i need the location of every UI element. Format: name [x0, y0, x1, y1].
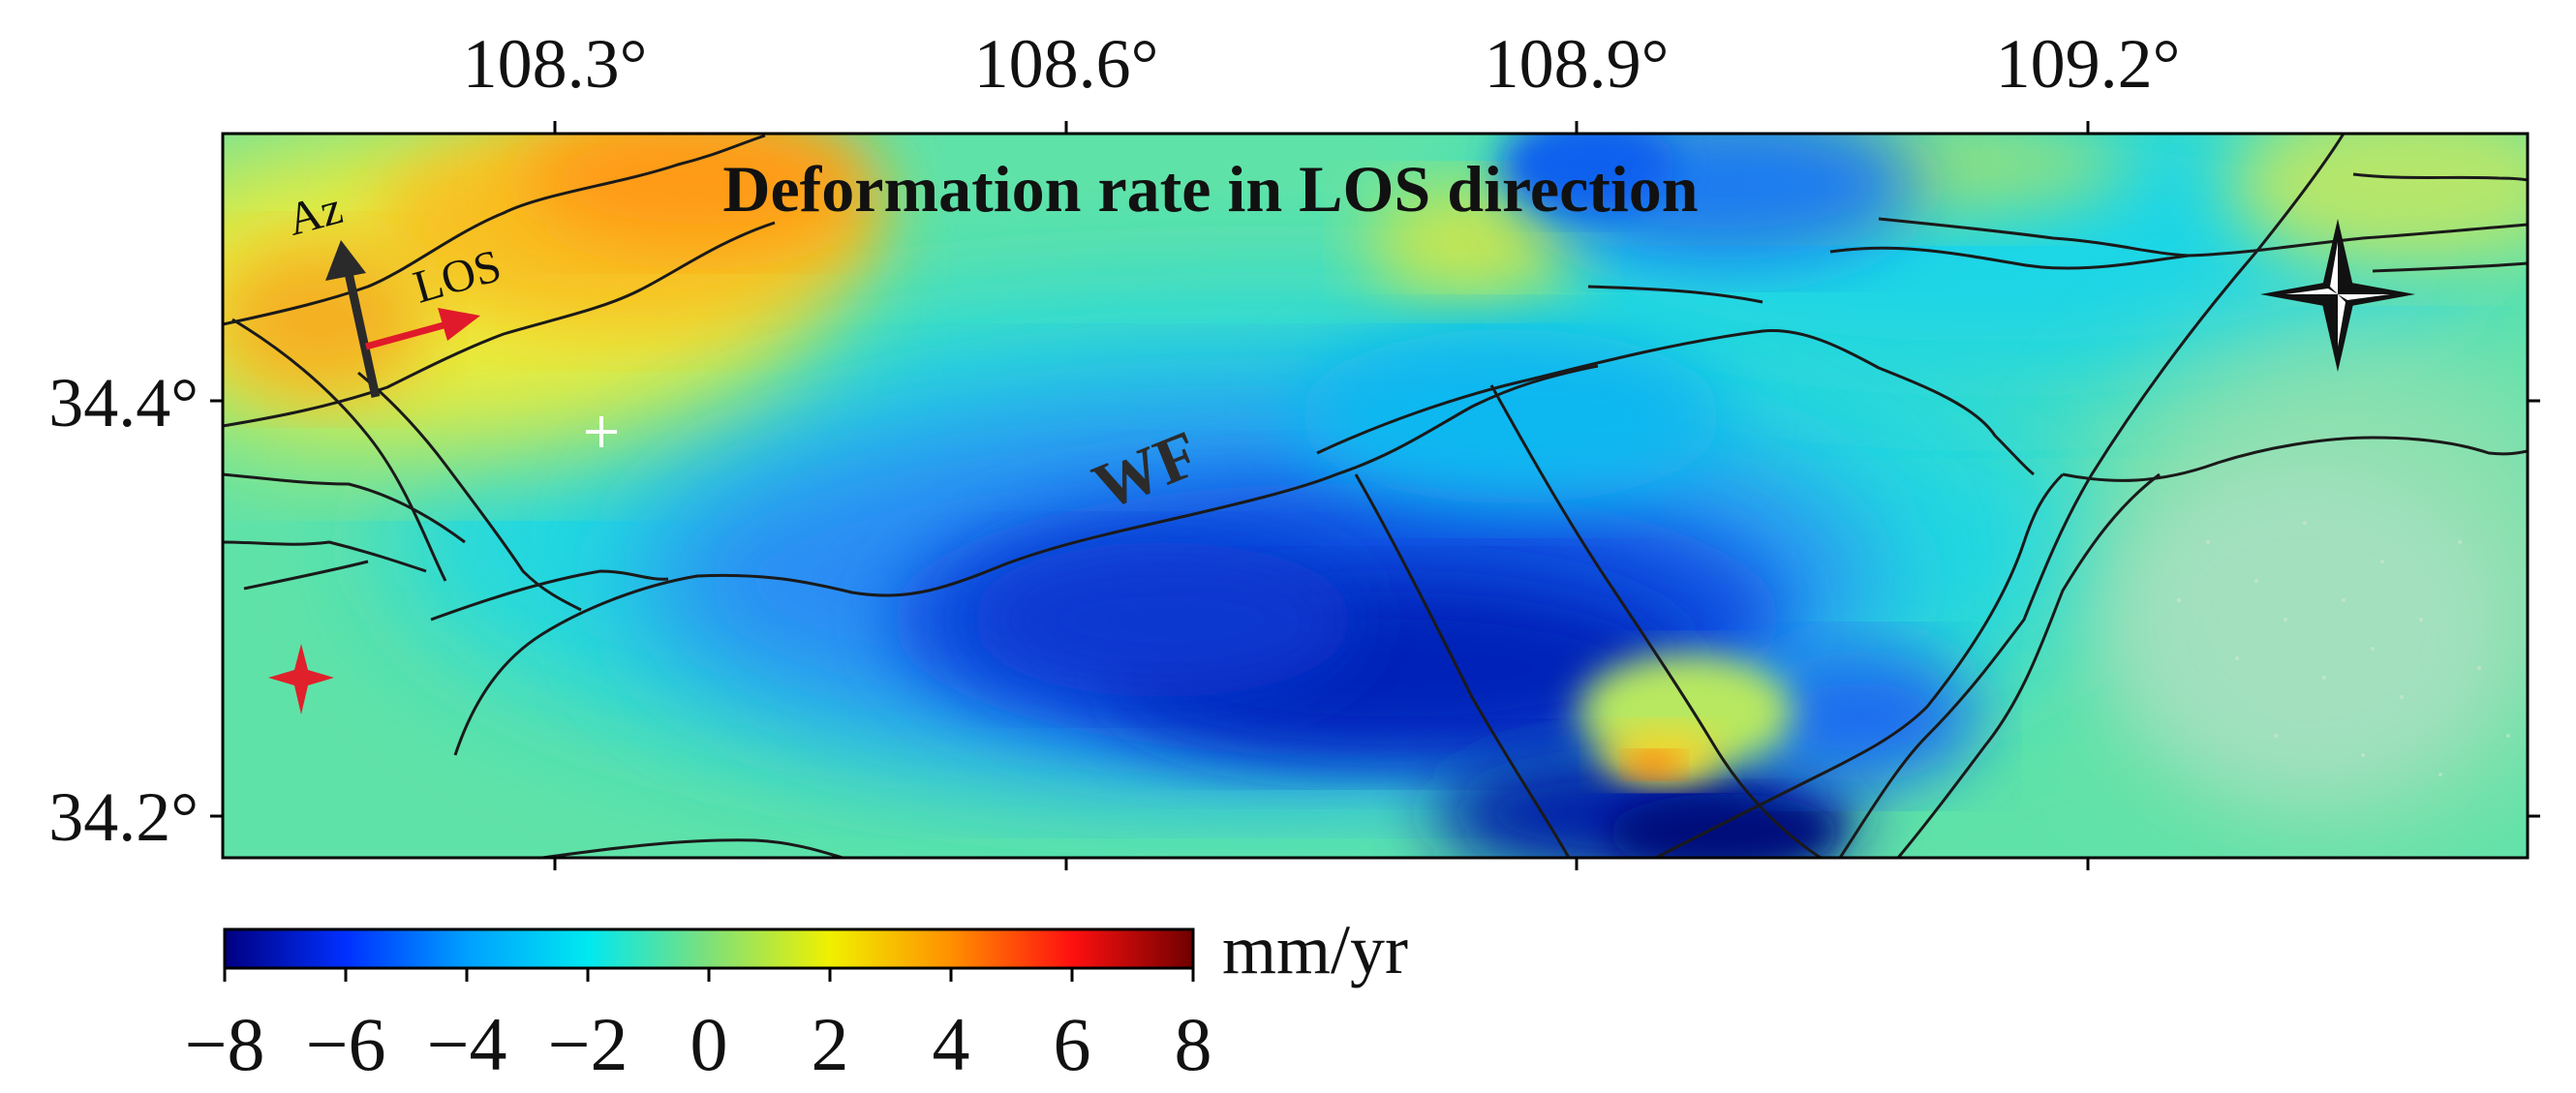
north-compass-icon: [2260, 219, 2415, 372]
speckle-noise: [2177, 521, 2510, 776]
colorbar-unit: mm/yr: [1222, 911, 1408, 988]
colorbar-tick-label: −4: [427, 1002, 507, 1086]
deformation-raster: [223, 134, 2528, 858]
colorbar-tick-label: 4: [933, 1002, 970, 1086]
x-tick-label: 108.9°: [1485, 25, 1670, 103]
map-title: Deformation rate in LOS direction: [722, 152, 1698, 226]
axis-ticks: [210, 121, 2540, 870]
white-cross-marker-icon: [586, 416, 617, 447]
colorbar-gradient: [223, 927, 1195, 970]
fault-lines: [223, 134, 2528, 858]
colorbar: −8 −6 −4 −2 0 2 4 6 8 mm/yr: [185, 911, 1409, 1086]
colorbar-tick-label: 6: [1054, 1002, 1091, 1086]
y-tick-label: 34.2°: [48, 778, 199, 856]
y-tick-label: 34.4°: [48, 364, 199, 441]
azimuth-arrow-icon: [325, 240, 381, 398]
x-tick-label: 109.2°: [1996, 25, 2181, 103]
x-tick-label: 108.6°: [974, 25, 1159, 103]
colorbar-tick-label: 8: [1175, 1002, 1212, 1086]
colorbar-ticks: [223, 968, 1195, 982]
colorbar-tick-label: 2: [812, 1002, 849, 1086]
colorbar-tick-label: −6: [306, 1002, 386, 1086]
los-arrow-icon: [365, 308, 480, 350]
colorbar-tick-label: −8: [185, 1002, 265, 1086]
colorbar-tick-label: −2: [548, 1002, 629, 1086]
red-star-marker-icon: [268, 644, 334, 714]
x-tick-label: 108.3°: [463, 25, 648, 103]
map-frame: [221, 132, 2530, 860]
colorbar-tick-label: 0: [690, 1002, 728, 1086]
